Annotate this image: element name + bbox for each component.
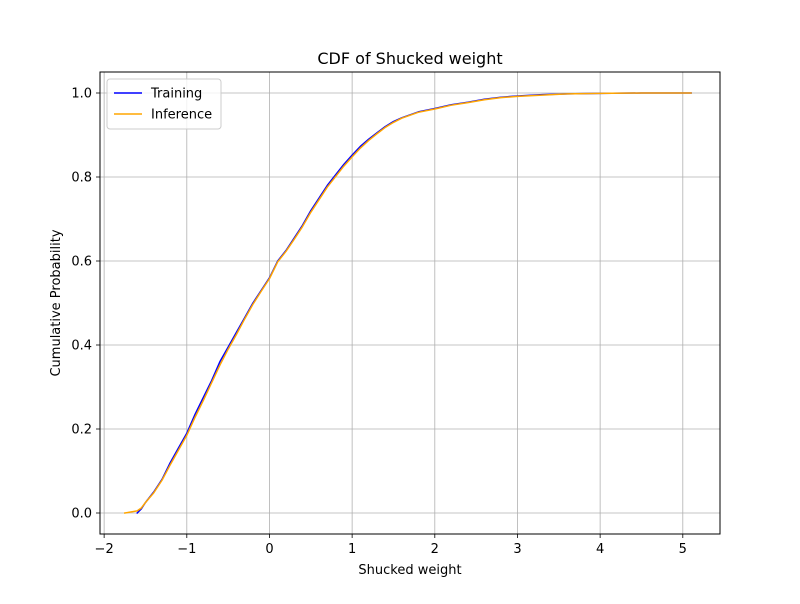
- y-tick-label: 0.0: [71, 507, 92, 522]
- y-tick-label: 0.8: [71, 171, 92, 186]
- series-line-inference: [123, 92, 692, 514]
- legend-box: [106, 78, 222, 130]
- y-tick-label: 0.6: [71, 255, 92, 270]
- x-tick-label: −1: [177, 542, 196, 557]
- legend: Training Inference: [106, 78, 222, 130]
- x-axis-label: Shucked weight: [358, 563, 461, 578]
- x-tick-label: 4: [596, 542, 604, 557]
- legend-label-inference: Inference: [151, 108, 212, 123]
- chart-title: CDF of Shucked weight: [317, 49, 502, 68]
- x-tick-label: 5: [679, 542, 687, 557]
- grid-lines: [100, 72, 720, 534]
- x-tick-label: 1: [348, 542, 356, 557]
- y-tick-label: 1.0: [71, 87, 92, 102]
- x-tick-label: 2: [431, 542, 439, 557]
- y-tick-label: 0.2: [71, 423, 92, 438]
- plot-frame: [99, 71, 721, 535]
- y-axis-label: Cumulative Probability: [49, 229, 64, 376]
- x-tick-label: 0: [265, 542, 273, 557]
- series-lines: [123, 92, 692, 515]
- x-tick-label: −2: [95, 542, 114, 557]
- axis-ticks: −2 −1 0 1 2 3 4 5 0.0 0.2 0.4 0.6 0.8 1.0: [71, 87, 687, 558]
- legend-label-training: Training: [150, 87, 202, 102]
- x-tick-label: 3: [513, 542, 521, 557]
- y-tick-label: 0.4: [71, 339, 92, 354]
